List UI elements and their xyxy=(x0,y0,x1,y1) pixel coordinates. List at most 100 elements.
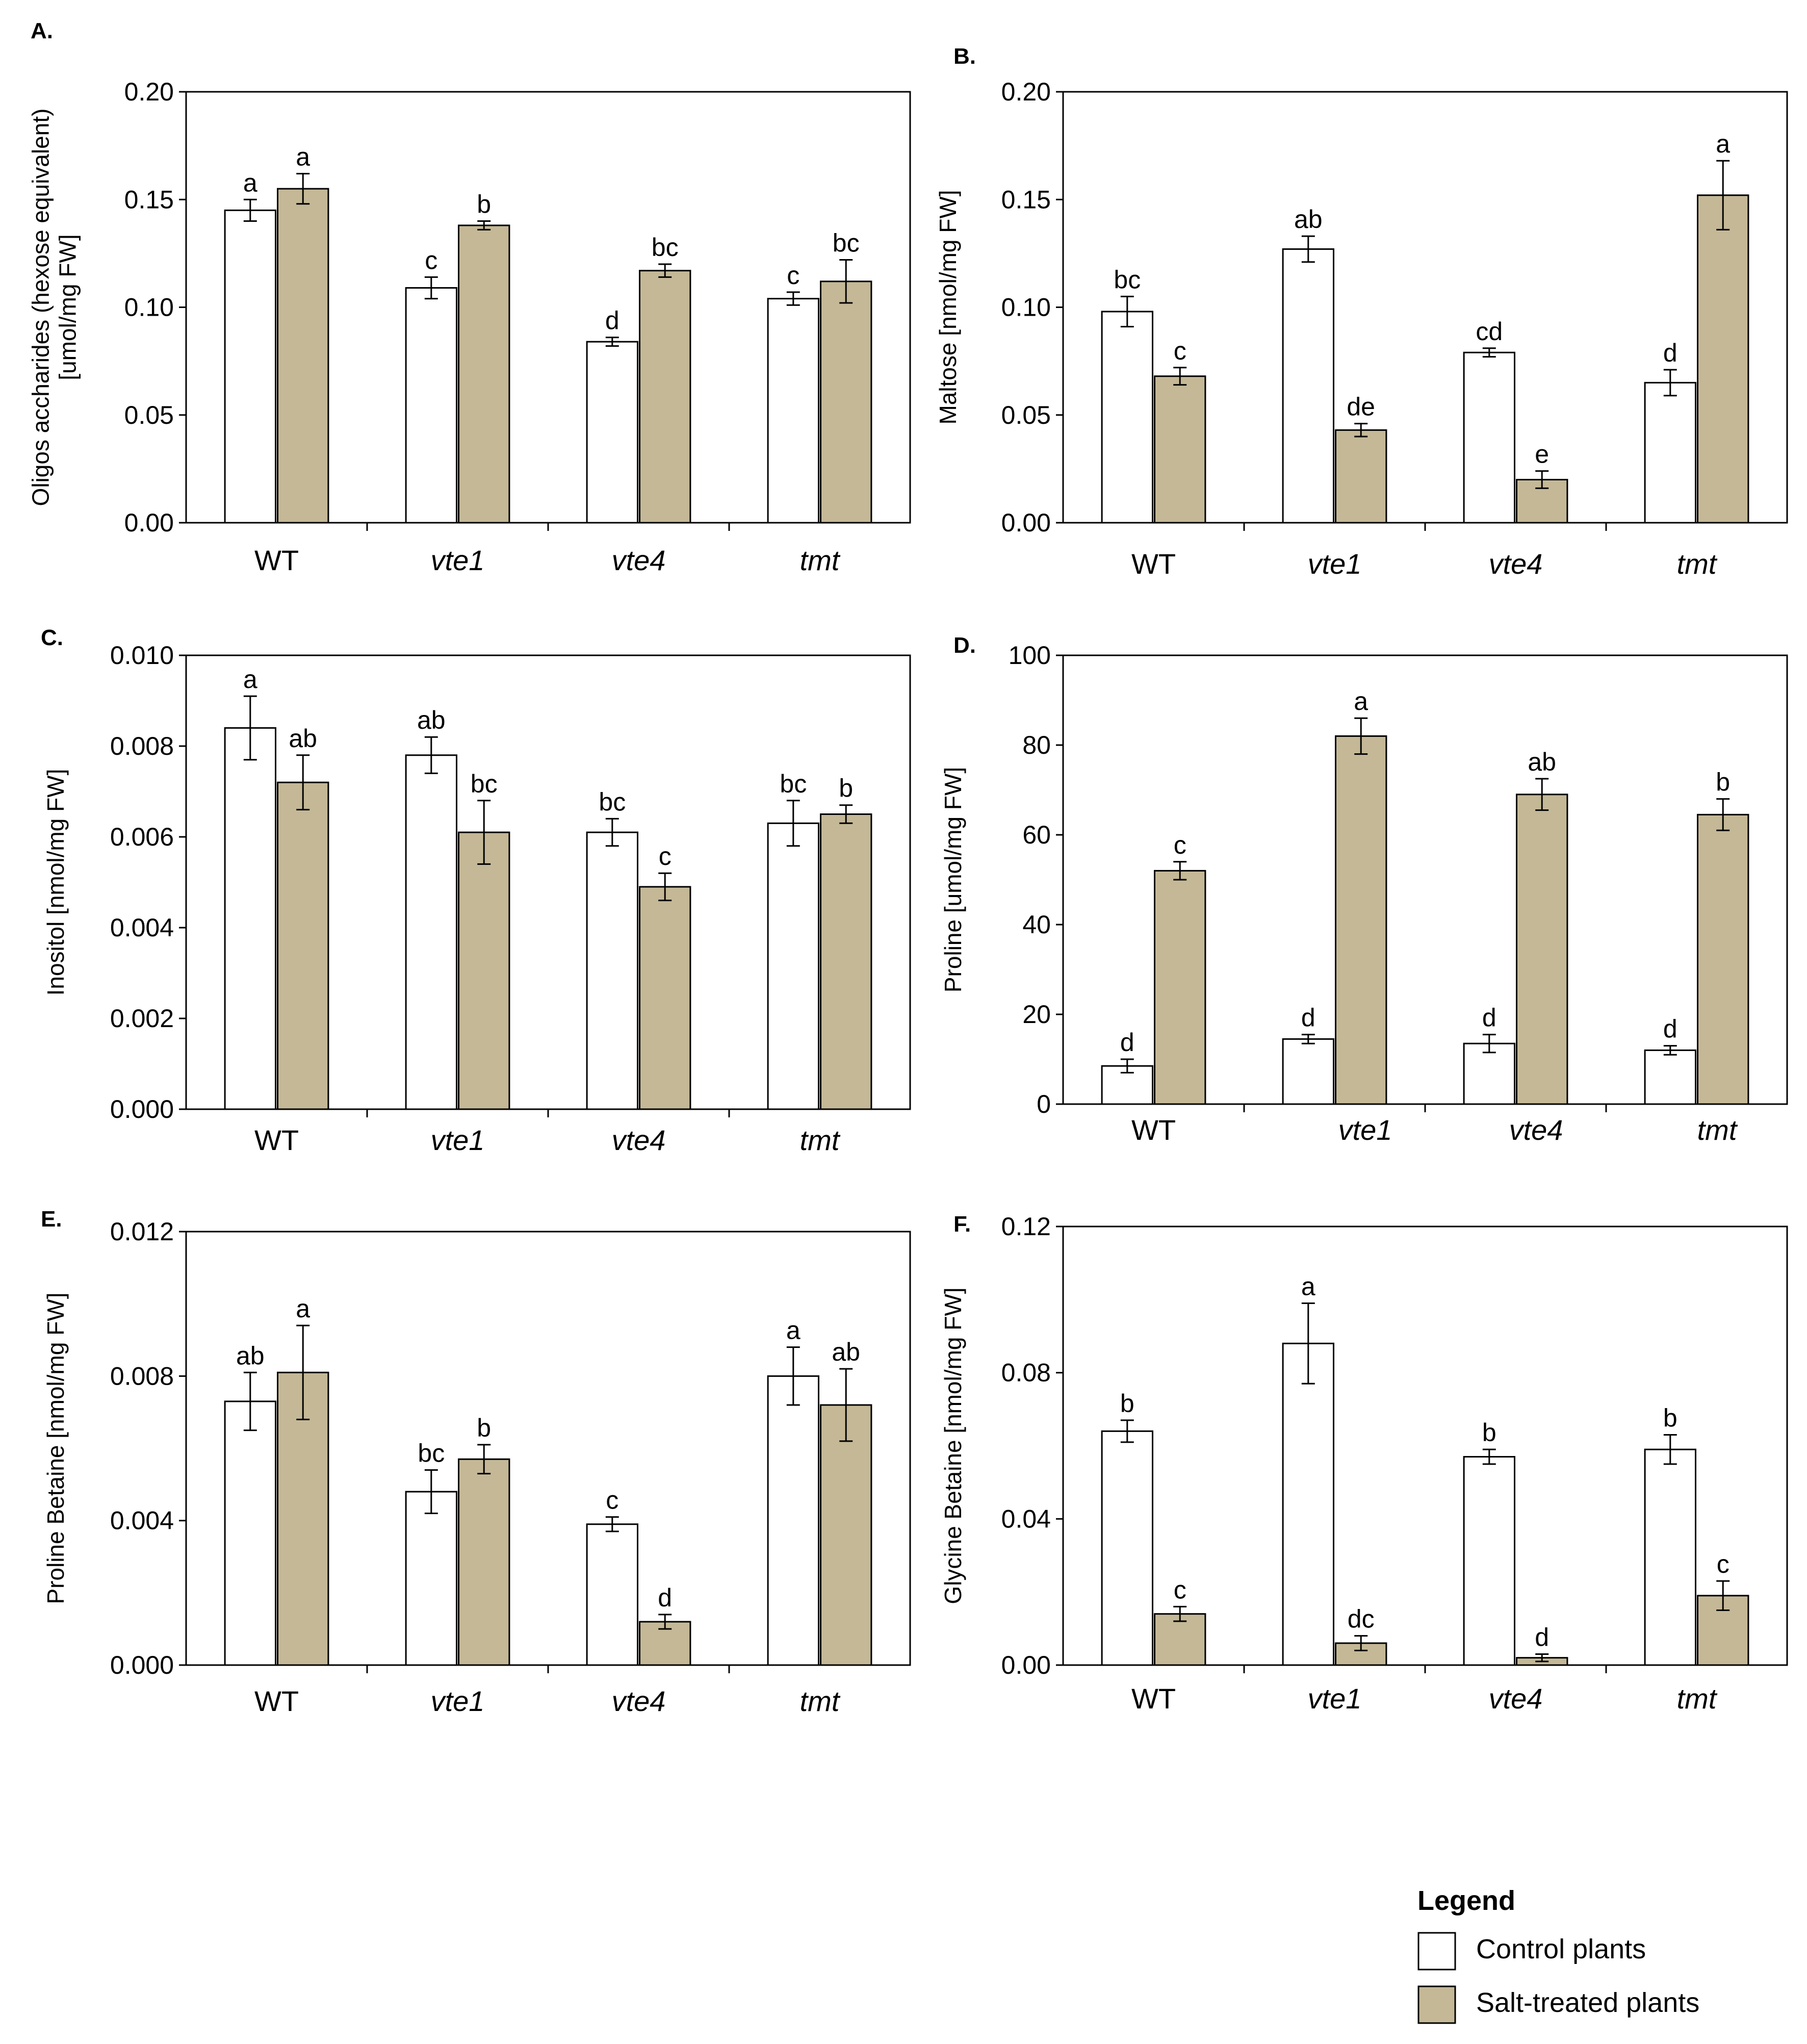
chart-panel-c: C. 0.000 0.002 0.004 0.006 0.008 0.010 Inositol… xyxy=(41,625,911,1156)
y-axis-label-line: Glycine Betaine [nmol/mg FW] xyxy=(940,1287,966,1604)
legend-label: Control plants xyxy=(1476,1934,1646,1964)
bar-control-vte4 xyxy=(1463,1456,1516,1666)
x-tick-label: vte1 xyxy=(431,544,485,576)
x-tick-label: WT xyxy=(1131,1114,1176,1146)
y-tick-label: 0.006 xyxy=(110,823,174,851)
significance-letter: d xyxy=(605,306,619,335)
y-tick-label: 0.004 xyxy=(110,913,174,942)
y-axis-label: Inositol [nmol/mg FW] xyxy=(42,769,69,996)
x-tick-label: tmt xyxy=(800,544,841,576)
bar-control-tmt xyxy=(1644,1448,1697,1666)
bar-control-vte4 xyxy=(586,341,638,524)
panel-letter: A. xyxy=(31,18,53,43)
bar-salt-tmt xyxy=(1697,194,1749,524)
chart-panel-a: A. 0.00 0.05 0.10 0.15 0.20 Oligos accharides … xyxy=(27,18,911,576)
significance-letter: b xyxy=(477,190,491,219)
x-tick-label: WT xyxy=(1131,548,1176,580)
significance-letter: bc xyxy=(652,233,679,262)
x-tick-label: vte4 xyxy=(1509,1114,1563,1146)
y-tick-label: 0.00 xyxy=(1001,508,1051,537)
bar-control-vte1 xyxy=(405,1491,457,1666)
y-axis-label-line: Proline Betaine [nmol/mg FW] xyxy=(42,1292,69,1604)
significance-letter: a xyxy=(1716,130,1730,158)
bar-control-WT xyxy=(224,1400,277,1666)
significance-letter: b xyxy=(839,774,853,803)
y-tick-label: 0.20 xyxy=(124,78,174,106)
significance-letter: bc xyxy=(780,770,807,798)
bar-control-vte1 xyxy=(1282,1342,1335,1666)
bar-salt-WT xyxy=(1154,375,1206,524)
y-axis-label-line: [umol/mg FW] xyxy=(54,234,81,380)
x-tick-label: vte1 xyxy=(431,1685,485,1717)
significance-letter: a xyxy=(296,1294,310,1323)
x-tick-label: vte4 xyxy=(612,1685,666,1717)
x-tick-label: vte1 xyxy=(1338,1114,1392,1146)
bar-control-vte4 xyxy=(586,1523,638,1666)
bar-salt-WT xyxy=(1154,870,1206,1105)
x-tick-label: tmt xyxy=(1677,1682,1718,1715)
significance-letter: d xyxy=(1301,1004,1315,1032)
chart-panel-e: E. 0.000 0.004 0.008 0.012 Proline Betaine [n… xyxy=(41,1207,911,1717)
y-tick-label: 0.008 xyxy=(110,1362,174,1390)
y-tick-label: 0.004 xyxy=(110,1506,174,1535)
bar-control-tmt xyxy=(1644,1049,1697,1105)
x-tick-label: tmt xyxy=(800,1124,841,1156)
significance-letter: d xyxy=(1120,1028,1134,1057)
bar-salt-WT xyxy=(277,1371,329,1666)
significance-letter: c xyxy=(787,261,799,290)
y-tick-label: 60 xyxy=(1022,821,1051,849)
bar-salt-WT xyxy=(277,188,329,524)
x-tick-label: vte4 xyxy=(612,1124,666,1156)
y-tick-label: 0.15 xyxy=(1001,185,1051,214)
significance-letter: bc xyxy=(833,229,860,258)
significance-letter: c xyxy=(1717,1550,1729,1578)
bar-salt-vte1 xyxy=(1335,735,1387,1105)
y-tick-label: 0.08 xyxy=(1001,1359,1051,1387)
bar-salt-tmt xyxy=(820,1404,872,1666)
bar-control-vte1 xyxy=(405,754,457,1110)
y-axis-label: Proline [umol/mg FW] xyxy=(940,767,966,992)
x-tick-label: tmt xyxy=(800,1685,841,1717)
y-tick-label: 0.10 xyxy=(1001,293,1051,322)
y-tick-label: 0.000 xyxy=(110,1651,174,1679)
x-tick-label: tmt xyxy=(1677,548,1718,580)
x-tick-label: WT xyxy=(254,1124,299,1156)
bar-salt-WT xyxy=(277,781,329,1110)
significance-letter: bc xyxy=(418,1439,445,1468)
significance-letter: d xyxy=(1535,1623,1549,1652)
bar-control-vte1 xyxy=(1282,1038,1335,1105)
y-tick-label: 0.10 xyxy=(124,293,174,322)
bar-salt-vte4 xyxy=(639,270,691,524)
significance-letter: b xyxy=(1482,1418,1496,1447)
x-tick-label: vte4 xyxy=(1489,1682,1543,1715)
y-axis-label: Maltose [nmol/mg FW] xyxy=(935,190,961,424)
y-tick-label: 0.008 xyxy=(110,732,174,760)
y-tick-label: 0.12 xyxy=(1001,1212,1051,1241)
bar-control-tmt xyxy=(1644,381,1697,524)
bar-control-WT xyxy=(224,727,277,1110)
x-tick-label: vte1 xyxy=(1308,1682,1362,1715)
significance-letter: b xyxy=(1716,768,1730,797)
panel-letter: F. xyxy=(953,1212,971,1237)
x-tick-label: tmt xyxy=(1697,1114,1738,1146)
chart-panel-d: D. 0 20 40 60 80 100 Proline [umol/mg FW] WT vte1… xyxy=(940,633,1788,1146)
significance-letter: c xyxy=(425,246,437,274)
significance-letter: ab xyxy=(236,1341,265,1370)
significance-letter: ab xyxy=(832,1338,860,1366)
significance-letter: e xyxy=(1535,440,1549,469)
x-tick-label: vte1 xyxy=(1308,548,1362,580)
y-tick-label: 0.00 xyxy=(1001,1651,1051,1679)
y-tick-label: 100 xyxy=(1009,641,1051,670)
y-tick-label: 0.000 xyxy=(110,1095,174,1123)
bar-salt-tmt xyxy=(1697,813,1749,1105)
y-tick-label: 0.00 xyxy=(124,508,174,537)
bar-salt-tmt xyxy=(820,280,872,524)
significance-letter: ab xyxy=(289,724,317,753)
significance-letter: c xyxy=(1174,1575,1186,1604)
bar-control-vte4 xyxy=(1463,1042,1516,1105)
x-tick-label: WT xyxy=(254,544,299,576)
significance-letter: c xyxy=(1174,831,1186,859)
significance-letter: bc xyxy=(599,787,626,816)
significance-letter: a xyxy=(296,143,310,171)
